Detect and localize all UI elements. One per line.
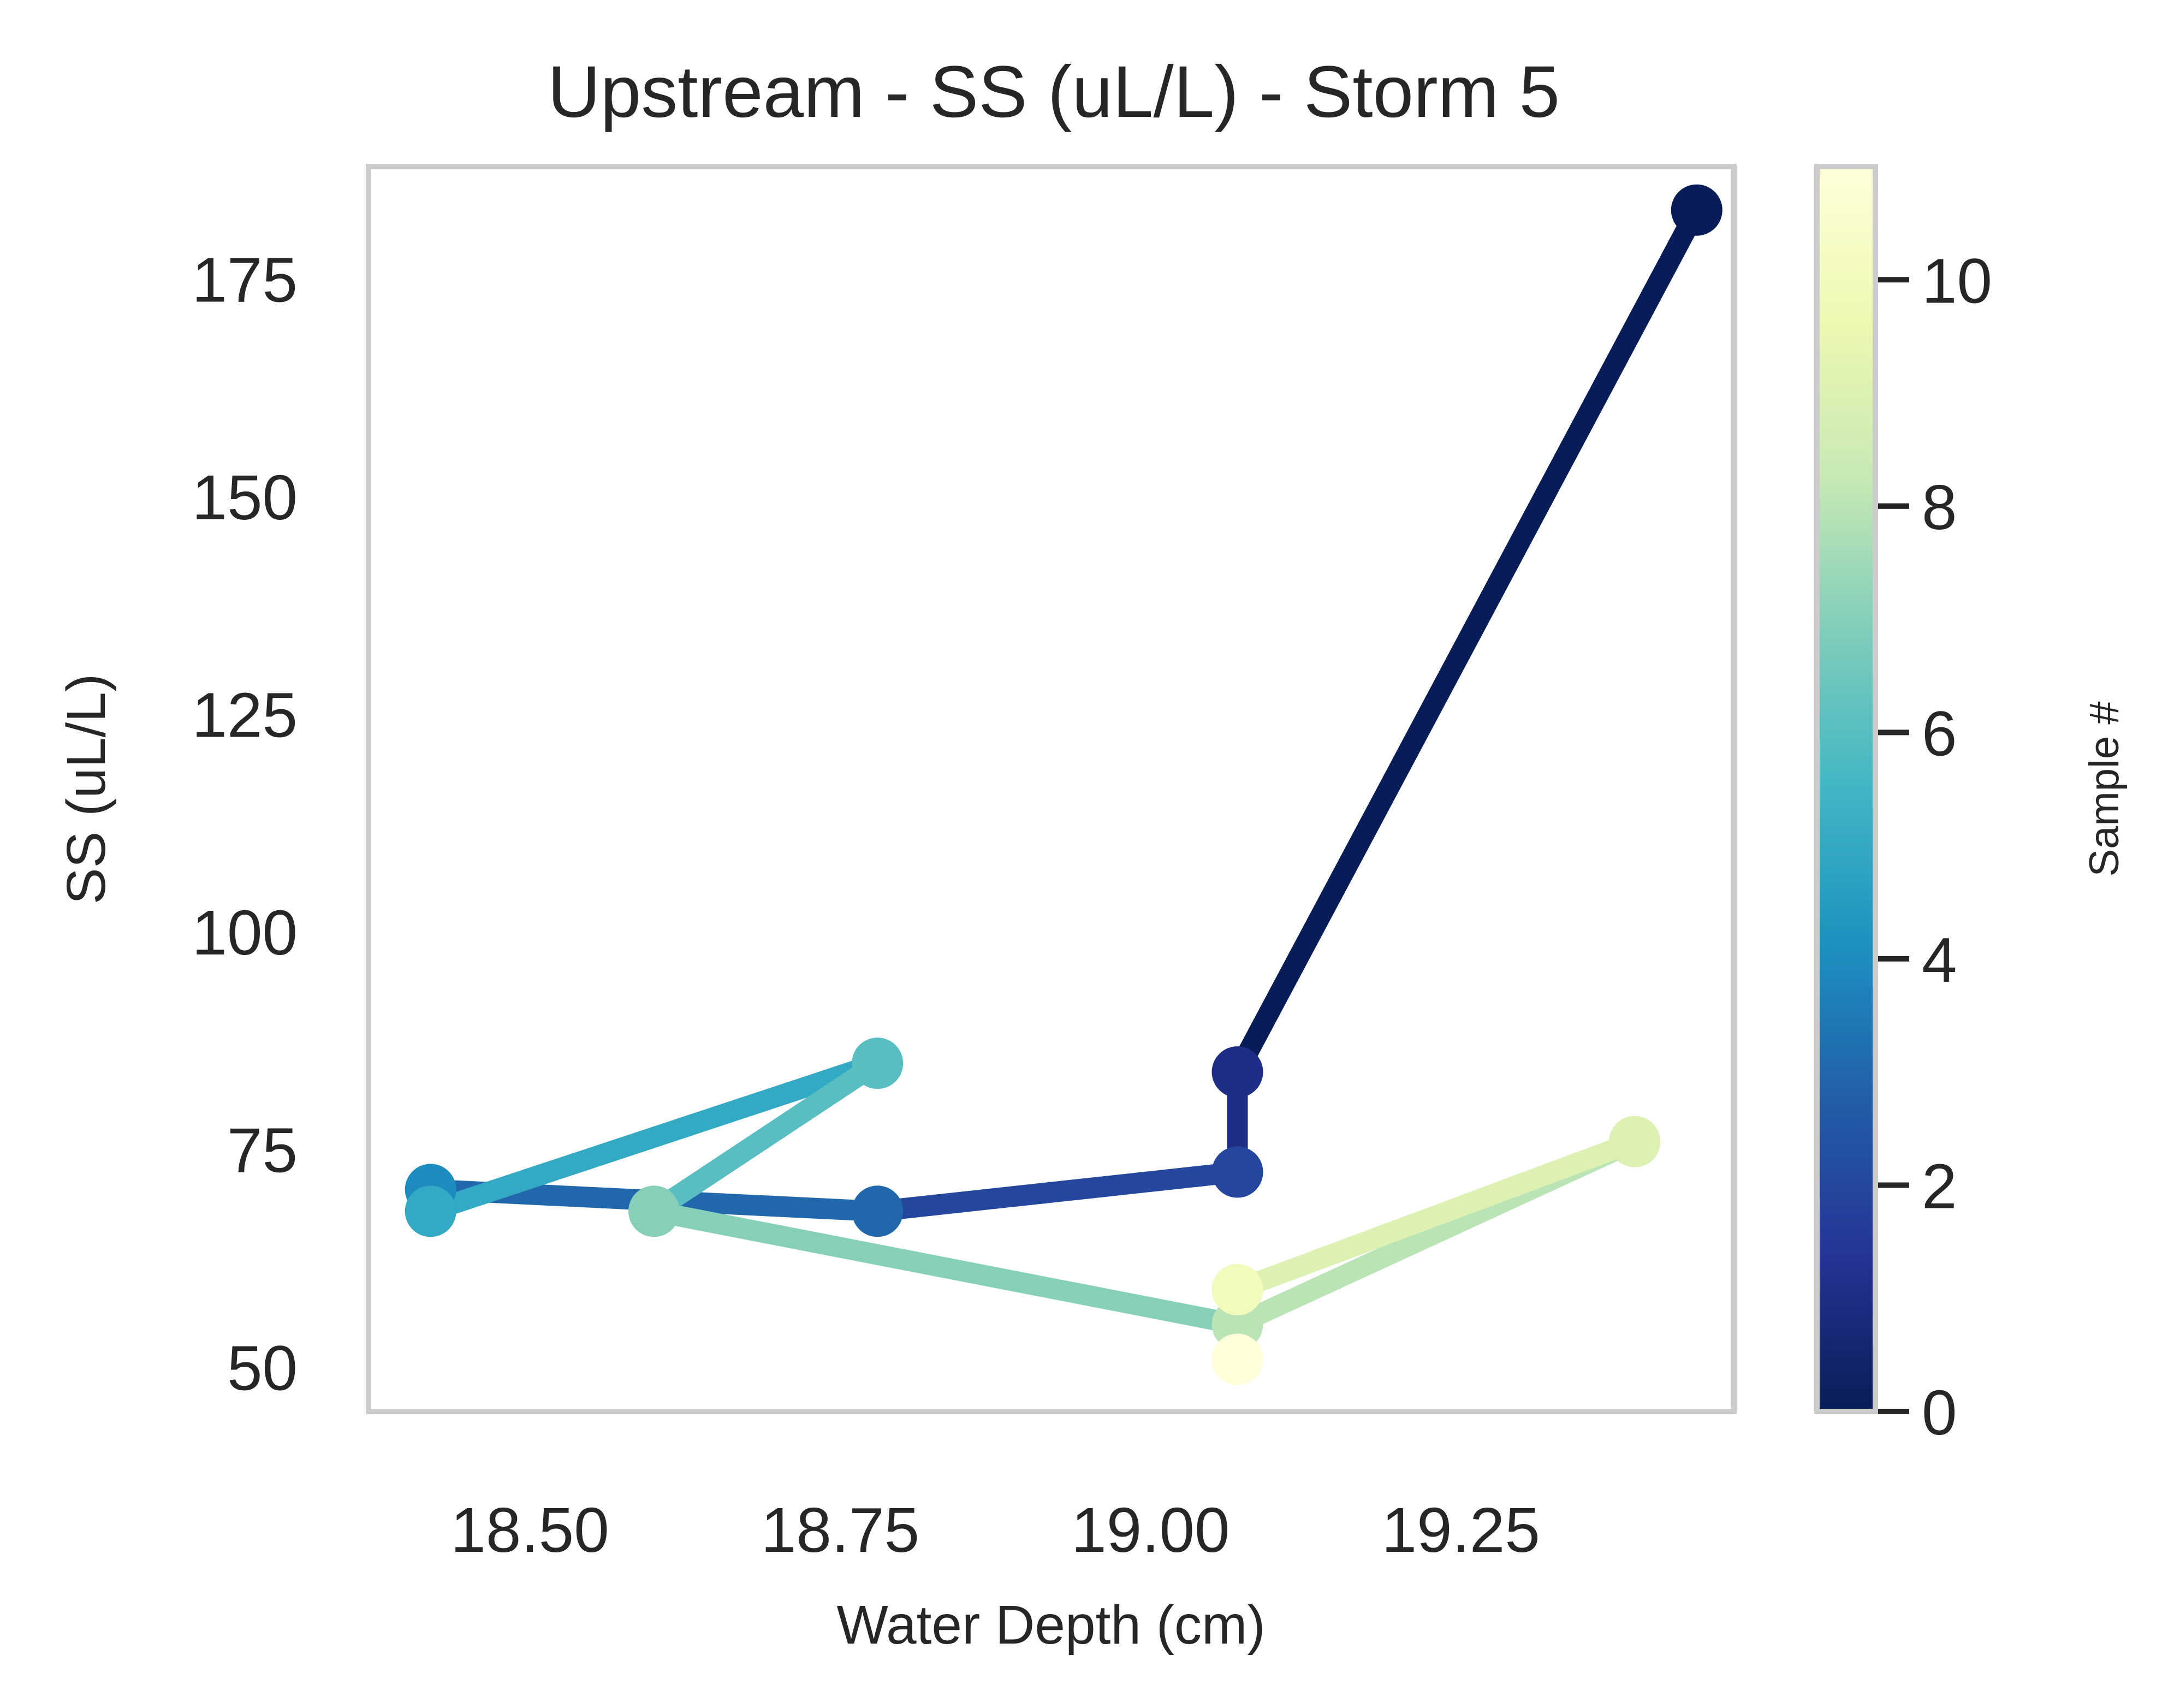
data-point: [1211, 1264, 1263, 1315]
line-segment: [648, 1054, 883, 1220]
colorbar-tick-label: 10: [1922, 245, 1992, 316]
x-axis-ticks: 18.50 18.75 19.00 19.25: [450, 1494, 1540, 1565]
plot-frame: [366, 164, 1737, 1414]
y-axis-label: SS (uL/L): [56, 674, 117, 904]
data-point: [628, 1185, 680, 1237]
chart-title: Upstream - SS (uL/L) - Storm 5: [548, 51, 1560, 133]
x-tick-label: 19.00: [1071, 1494, 1229, 1565]
x-tick-label: 18.50: [450, 1494, 609, 1565]
x-tick-label: 19.25: [1382, 1494, 1540, 1565]
data-point: [852, 1037, 904, 1089]
x-axis-label: Water Depth (cm): [836, 1594, 1265, 1656]
y-tick-label: 75: [227, 1115, 298, 1186]
colorbar-tick-label: 2: [1922, 1150, 1957, 1221]
y-tick-label: 175: [192, 244, 298, 315]
colorbar-tick-label: 6: [1922, 698, 1957, 769]
data-point: [1671, 184, 1722, 236]
data-point: [405, 1185, 456, 1237]
y-axis-ticks: 50 75 100 125 150 175: [192, 244, 298, 1403]
line-segment: [1228, 205, 1706, 1077]
colorbar-label: Sample #: [2081, 701, 2128, 876]
line-segment: [427, 1053, 881, 1221]
data-point: [852, 1185, 904, 1237]
data-point: [1211, 1146, 1263, 1198]
y-tick-label: 125: [192, 679, 298, 750]
x-tick-label: 18.75: [761, 1494, 919, 1565]
colorbar-tick-label: 8: [1922, 472, 1957, 543]
data-point: [1609, 1116, 1661, 1167]
colorbar-tick-label: 4: [1922, 924, 1957, 995]
line-segment: [652, 1201, 1240, 1335]
plot-area: [366, 164, 1737, 1414]
y-tick-label: 150: [192, 462, 298, 533]
data-point: [1211, 1333, 1263, 1385]
colorbar: 0 2 4 6 8 10 Sample #: [1814, 164, 2128, 1448]
line-segment: [876, 1161, 1239, 1222]
colorbar-ticks: 0 2 4 6 8 10: [1878, 245, 1992, 1448]
line-segment: [1233, 1131, 1638, 1300]
colorbar-tick-label: 0: [1922, 1377, 1957, 1448]
data-point: [1211, 1046, 1263, 1098]
data-points: [405, 184, 1722, 1385]
colorbar-gradient: [1814, 164, 1878, 1414]
y-tick-label: 100: [192, 897, 298, 968]
y-tick-label: 50: [227, 1332, 298, 1403]
